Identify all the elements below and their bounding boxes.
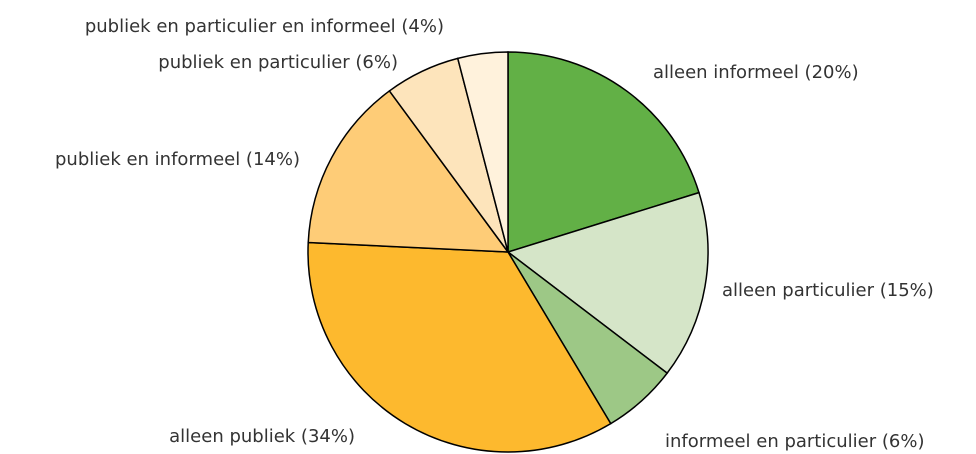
pie-slice	[307, 89, 510, 253]
slice-label: publiek en informeel (14%)	[55, 149, 300, 170]
slice-label: publiek en particulier en informeel (4%)	[85, 16, 444, 37]
pie-slice	[456, 51, 509, 253]
pie-slice	[506, 191, 709, 375]
slice-label: informeel en particulier (6%)	[665, 431, 924, 452]
pie-slice	[507, 51, 700, 254]
slice-label: publiek en particulier (6%)	[158, 52, 398, 73]
slice-label: alleen publiek (34%)	[169, 426, 355, 447]
pie-slice	[307, 241, 612, 453]
slice-label: alleen particulier (15%)	[722, 280, 934, 301]
slice-label: alleen informeel (20%)	[653, 62, 859, 83]
